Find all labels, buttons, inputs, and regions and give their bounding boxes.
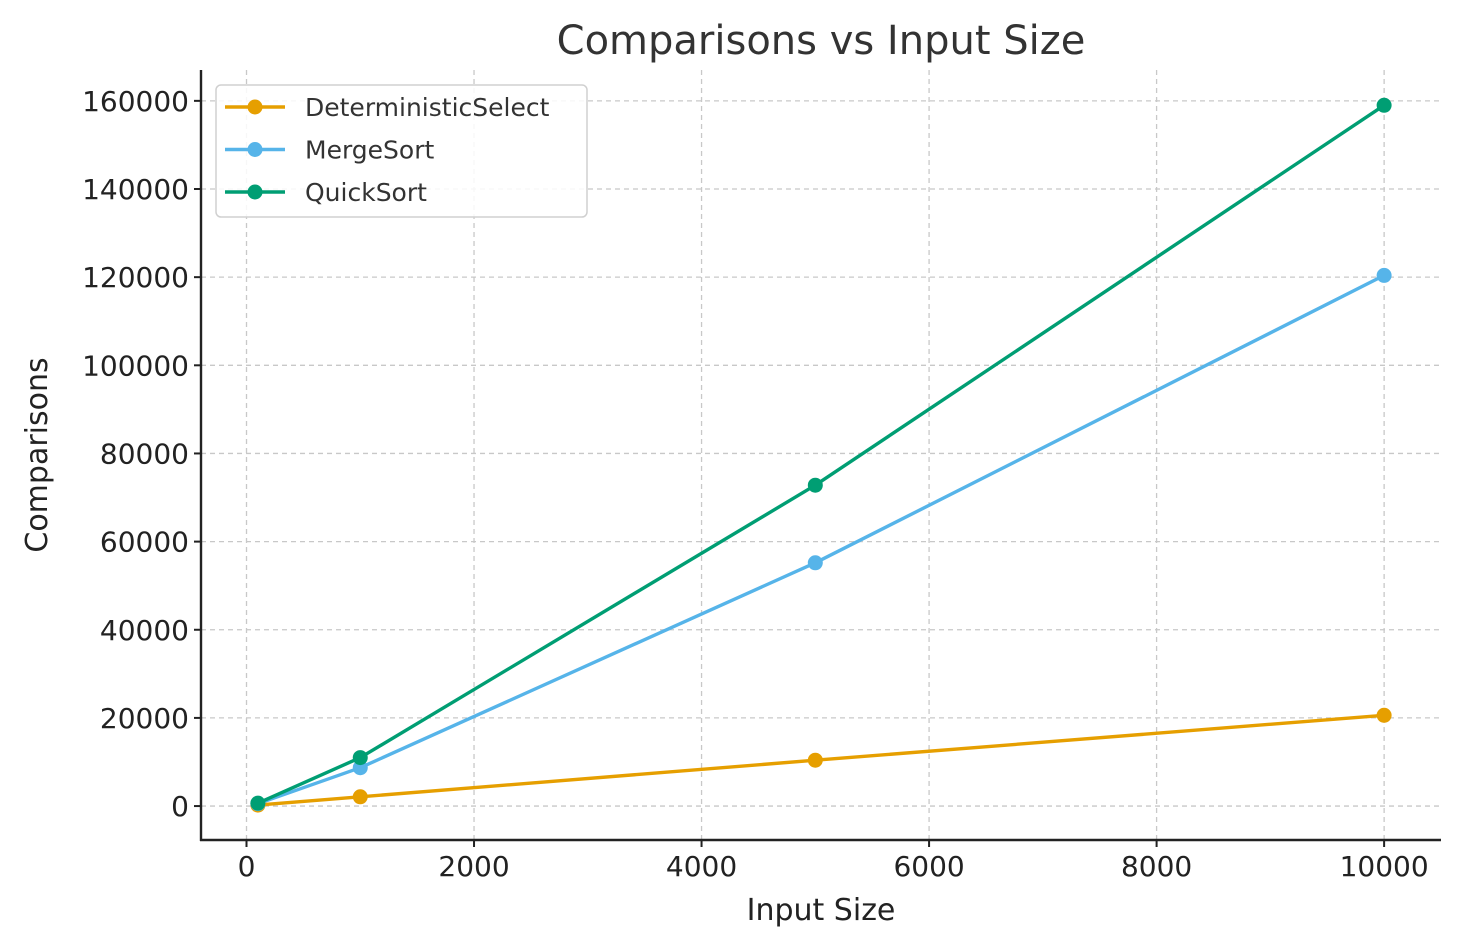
legend-item-quicksort[interactable]: QuickSort [225,178,427,207]
data-point-deterministicselect [352,789,368,805]
y-tick-label: 20000 [100,702,189,735]
series-line-deterministicselect [256,713,1386,807]
legend[interactable]: DeterministicSelect MergeSort QuickSort [215,84,588,218]
x-tick-label: 4000 [666,850,737,883]
y-tick-label: 100000 [82,349,189,382]
axes [199,70,1441,842]
x-tick-label: 0 [238,850,256,883]
data-point-quicksort [1376,97,1392,113]
y-tick-label: 120000 [82,261,189,294]
data-point-deterministicselect [1376,707,1392,723]
x-tick-label: 8000 [1121,850,1192,883]
series-quicksort [250,97,1392,811]
x-axis-label: Input Size [747,893,896,928]
y-tick-label: 60000 [100,526,189,559]
legend-label-quicksort: QuickSort [305,178,427,207]
legend-label-mergesort: MergeSort [305,136,434,165]
chart-title: Comparisons vs Input Size [557,18,1086,64]
y-tick-label: 40000 [100,614,189,647]
data-point-quicksort [352,750,368,766]
legend-item-mergesort[interactable]: MergeSort [225,136,434,165]
x-tick-label: 2000 [438,850,509,883]
y-tick-label: 80000 [100,437,189,470]
legend-label-deterministicselect: DeterministicSelect [305,93,550,122]
legend-marker-quicksort [247,184,263,200]
series-line-quicksort [256,103,1386,805]
data-point-quicksort [807,477,823,493]
legend-box [215,84,588,218]
y-tick-label: 0 [171,790,189,823]
x-tick-label: 6000 [893,850,964,883]
data-point-mergesort [1376,267,1392,283]
series-deterministicselect [250,707,1392,813]
tick-labels: 0 2000 4000 6000 8000 10000020000400006000080… [82,85,1429,883]
series-line-mergesort [256,273,1386,806]
y-axis-label: Comparisons [20,357,55,552]
y-tick-label: 160000 [82,85,189,118]
data-point-deterministicselect [807,752,823,768]
legend-marker-deterministicselect [247,99,263,115]
legend-marker-mergesort [247,142,263,157]
x-tick-label: 10000 [1340,850,1429,883]
data-point-mergesort [807,555,823,571]
legend-item-deterministicselect[interactable]: DeterministicSelect [225,93,550,122]
y-tick-label: 140000 [82,173,189,206]
data-point-quicksort [250,795,266,811]
data-series [250,97,1392,813]
